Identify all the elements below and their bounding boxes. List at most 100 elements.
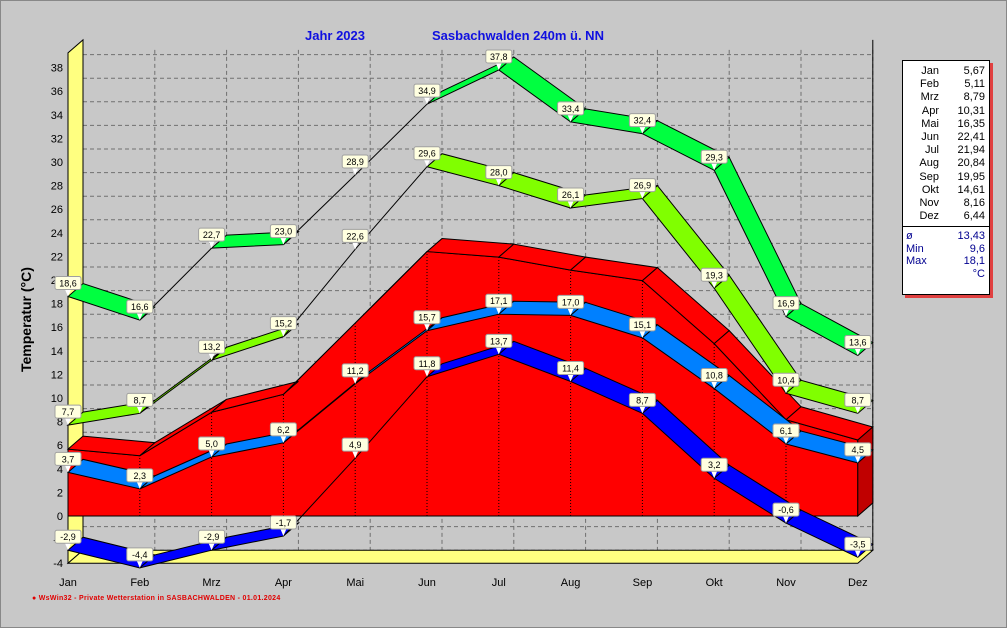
label-box [54,404,82,419]
label-text: 22,7 [203,230,221,240]
label-box [772,502,800,517]
legend-value: 21,94 [957,144,985,157]
y-tick-label: 24 [51,228,63,240]
label-pointer [639,330,646,338]
stat-value: 9,6 [969,242,985,255]
label-pointer [783,386,789,394]
label-box [628,392,656,407]
label-box [628,113,656,128]
legend-month: Feb [920,78,939,91]
label-pointer [711,471,718,479]
legend-month: Nov [919,196,939,209]
label-pointer [495,307,502,315]
label-text: 3,2 [708,460,721,470]
stat-value: °C [972,267,985,280]
label-text: 6,1 [780,426,793,436]
label-pointer [136,481,143,489]
label-text: 10,4 [777,375,795,385]
label-text: 17,0 [562,297,580,307]
legend-value: 22,41 [957,130,985,143]
label-text: 23,0 [275,227,293,237]
label-text: 16,9 [777,299,795,309]
label-text: -1,7 [276,518,292,528]
label-text: 34,9 [418,86,436,96]
label-box [269,224,297,239]
value-label: 17,0 [557,294,585,316]
label-pointer [136,406,143,414]
label-pointer [424,323,430,331]
label-text: 28,9 [346,157,364,167]
label-text: 15,7 [418,313,436,323]
label-box [844,392,872,407]
value-label: 4,5 [844,442,872,463]
label-pointer [65,465,71,473]
legend-row: Nov 8,16 [903,197,989,210]
label-text: 11,2 [347,366,364,376]
label-box [126,468,154,483]
label-pointer [352,451,359,459]
label-pointer [136,560,143,568]
label-box [485,293,513,308]
legend-value: 20,84 [957,157,985,170]
label-pointer [567,374,574,382]
x-tick-label: Jul [492,577,506,589]
label-box [772,296,800,311]
x-tick-label: Apr [275,577,292,589]
label-box [485,165,513,180]
value-label: 32,4 [628,113,656,134]
label-text: 16,6 [131,302,149,312]
legend-month: Okt [921,183,939,196]
x-tick-label: Sep [633,577,653,589]
label-pointer [711,381,718,389]
label-text: -2,9 [204,532,220,542]
value-label: 13,2 [198,339,226,361]
y-tick-label: 38 [51,63,63,75]
label-box [54,276,82,291]
label-text: 37,8 [490,52,508,62]
value-label: 16,9 [772,296,800,317]
legend-value: 5,11 [964,78,985,91]
label-pointer [567,201,574,209]
label-pointer [783,309,789,317]
value-label: 3,7 [54,451,82,473]
label-text: -3,5 [850,539,866,549]
value-label: 5,0 [198,436,226,457]
label-text: 13,2 [203,342,221,352]
y-tick-label: 32 [51,133,63,145]
label-box [198,436,226,451]
label-box [628,317,656,332]
label-pointer [65,543,71,551]
label-text: -0,6 [778,505,794,515]
label-box [557,294,585,309]
value-label: 15,2 [269,316,297,337]
label-pointer [495,347,502,355]
value-label: 23,0 [269,224,297,245]
label-pointer [711,163,718,171]
area-top-segment [211,380,299,413]
label-box [341,437,369,452]
label-box [772,372,800,387]
label-pointer [854,550,861,558]
label-text: 3,7 [62,454,75,464]
legend-row: Mai 16,35 [903,118,989,131]
label-text: 32,4 [634,116,652,126]
label-box [413,356,441,371]
label-box [54,451,82,466]
label-pointer [65,418,71,426]
label-pointer [352,242,359,250]
y-tick-label: 28 [51,181,63,193]
y-tick-label: 2 [57,487,63,499]
legend-row: Apr 10,31 [903,105,989,118]
label-pointer [424,159,430,167]
label-pointer [424,369,430,377]
y-tick-label: 6 [57,440,63,452]
label-pointer [854,348,861,356]
value-label: 10,4 [772,372,800,394]
label-box [413,83,441,98]
value-label: 11,4 [557,360,585,382]
value-label: 29,6 [413,146,441,167]
label-box [557,187,585,202]
value-label: 11,2 [341,363,369,384]
value-label: -1,7 [269,515,297,537]
y-tick-label: 8 [57,417,63,429]
